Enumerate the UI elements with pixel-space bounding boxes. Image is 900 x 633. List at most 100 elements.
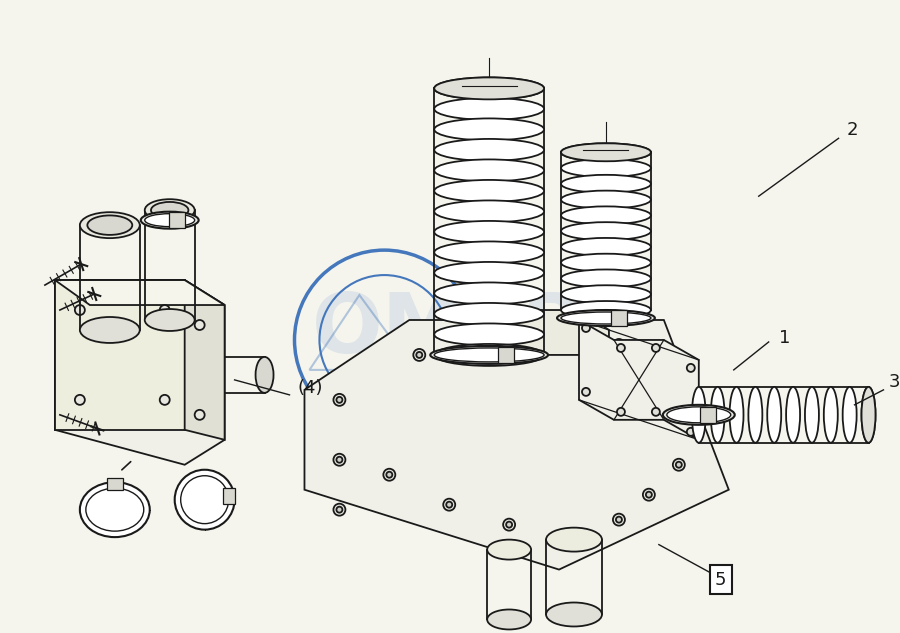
Circle shape bbox=[386, 472, 392, 478]
Ellipse shape bbox=[435, 139, 544, 161]
Circle shape bbox=[687, 428, 695, 436]
Ellipse shape bbox=[435, 348, 544, 362]
Ellipse shape bbox=[87, 215, 132, 235]
Ellipse shape bbox=[181, 476, 229, 523]
Circle shape bbox=[613, 339, 625, 351]
Ellipse shape bbox=[435, 98, 544, 120]
Ellipse shape bbox=[557, 310, 655, 326]
Polygon shape bbox=[55, 280, 225, 465]
Ellipse shape bbox=[667, 407, 731, 423]
Circle shape bbox=[582, 324, 590, 332]
Ellipse shape bbox=[435, 160, 544, 182]
Ellipse shape bbox=[711, 387, 724, 442]
Circle shape bbox=[582, 388, 590, 396]
Circle shape bbox=[616, 344, 625, 352]
Polygon shape bbox=[611, 310, 627, 326]
Ellipse shape bbox=[663, 405, 734, 425]
Circle shape bbox=[194, 320, 204, 330]
Polygon shape bbox=[222, 487, 235, 504]
Circle shape bbox=[159, 305, 170, 315]
Ellipse shape bbox=[561, 191, 651, 209]
Ellipse shape bbox=[435, 118, 544, 141]
Circle shape bbox=[75, 305, 85, 315]
Ellipse shape bbox=[561, 175, 651, 193]
Circle shape bbox=[446, 502, 452, 508]
Ellipse shape bbox=[730, 387, 743, 442]
Ellipse shape bbox=[561, 159, 651, 177]
Text: OMER: OMER bbox=[311, 289, 587, 370]
Ellipse shape bbox=[692, 387, 706, 442]
Circle shape bbox=[194, 410, 204, 420]
Ellipse shape bbox=[145, 214, 194, 227]
Circle shape bbox=[337, 397, 342, 403]
Text: 3: 3 bbox=[888, 373, 900, 391]
Ellipse shape bbox=[256, 357, 274, 393]
Ellipse shape bbox=[435, 303, 544, 325]
Ellipse shape bbox=[561, 301, 651, 319]
Circle shape bbox=[687, 364, 695, 372]
Circle shape bbox=[413, 349, 426, 361]
Ellipse shape bbox=[824, 387, 838, 442]
Circle shape bbox=[676, 387, 682, 393]
Ellipse shape bbox=[786, 387, 800, 442]
Ellipse shape bbox=[435, 201, 544, 222]
Circle shape bbox=[159, 395, 170, 405]
Ellipse shape bbox=[435, 180, 544, 202]
Circle shape bbox=[553, 534, 565, 546]
Circle shape bbox=[652, 408, 660, 416]
Circle shape bbox=[333, 504, 346, 516]
Ellipse shape bbox=[86, 488, 144, 531]
Ellipse shape bbox=[561, 285, 651, 303]
Ellipse shape bbox=[80, 317, 140, 343]
Polygon shape bbox=[479, 310, 609, 375]
Circle shape bbox=[503, 518, 515, 530]
Ellipse shape bbox=[767, 387, 781, 442]
Ellipse shape bbox=[145, 199, 194, 221]
Circle shape bbox=[333, 394, 346, 406]
Ellipse shape bbox=[435, 77, 544, 99]
Ellipse shape bbox=[561, 312, 651, 324]
Ellipse shape bbox=[487, 610, 531, 629]
Circle shape bbox=[646, 492, 652, 498]
Ellipse shape bbox=[561, 254, 651, 272]
Polygon shape bbox=[184, 280, 225, 440]
Text: 1: 1 bbox=[778, 329, 790, 347]
Ellipse shape bbox=[749, 387, 762, 442]
Ellipse shape bbox=[561, 238, 651, 256]
Circle shape bbox=[337, 457, 342, 463]
Ellipse shape bbox=[861, 387, 876, 442]
Circle shape bbox=[646, 357, 652, 363]
Circle shape bbox=[417, 352, 422, 358]
Text: (4): (4) bbox=[298, 379, 323, 397]
Ellipse shape bbox=[435, 77, 544, 99]
Circle shape bbox=[75, 395, 85, 405]
Ellipse shape bbox=[80, 212, 140, 238]
Polygon shape bbox=[498, 347, 514, 363]
Circle shape bbox=[673, 384, 685, 396]
Ellipse shape bbox=[435, 262, 544, 284]
Circle shape bbox=[333, 454, 346, 466]
Ellipse shape bbox=[861, 387, 876, 442]
Polygon shape bbox=[55, 280, 225, 305]
Ellipse shape bbox=[842, 387, 857, 442]
Ellipse shape bbox=[435, 241, 544, 263]
Circle shape bbox=[643, 354, 655, 366]
Circle shape bbox=[383, 469, 395, 480]
Circle shape bbox=[556, 537, 562, 542]
Text: 2: 2 bbox=[847, 122, 858, 139]
Ellipse shape bbox=[561, 143, 651, 161]
Ellipse shape bbox=[80, 482, 149, 537]
Ellipse shape bbox=[175, 470, 235, 530]
Ellipse shape bbox=[561, 206, 651, 224]
Circle shape bbox=[652, 344, 660, 352]
Text: 5: 5 bbox=[715, 570, 726, 589]
Ellipse shape bbox=[435, 323, 544, 346]
Circle shape bbox=[616, 342, 622, 348]
Polygon shape bbox=[304, 320, 729, 570]
Polygon shape bbox=[55, 280, 184, 430]
Polygon shape bbox=[169, 212, 185, 228]
Circle shape bbox=[613, 513, 625, 525]
Circle shape bbox=[676, 461, 682, 468]
Ellipse shape bbox=[561, 222, 651, 240]
Ellipse shape bbox=[151, 202, 188, 218]
